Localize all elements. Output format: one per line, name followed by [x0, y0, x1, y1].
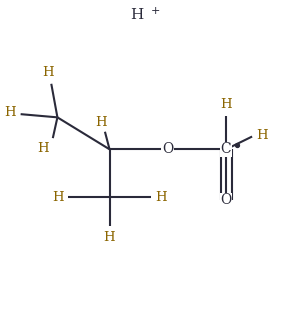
Text: H: H — [220, 98, 232, 111]
Text: O: O — [162, 142, 173, 156]
Text: +: + — [151, 6, 160, 16]
Text: H: H — [104, 231, 116, 245]
Text: H: H — [52, 191, 63, 204]
Text: O: O — [221, 194, 232, 207]
Text: H: H — [43, 66, 54, 79]
Text: H: H — [131, 8, 144, 22]
Text: H: H — [156, 191, 167, 204]
Text: H: H — [38, 142, 49, 155]
Text: H: H — [95, 116, 107, 128]
Text: H: H — [257, 129, 268, 142]
Text: C: C — [221, 142, 231, 156]
Text: H: H — [4, 106, 16, 119]
